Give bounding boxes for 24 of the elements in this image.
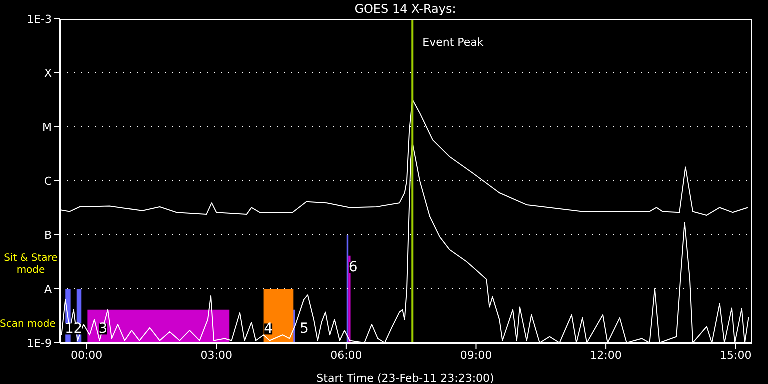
y-tick-label: 1E-9	[27, 336, 52, 350]
chart-title: GOES 14 X-Rays:	[354, 2, 458, 16]
x-tick-label: 06:00	[330, 348, 362, 362]
text: Sit & Stare mode	[3, 252, 59, 278]
annotation: 2	[74, 321, 83, 338]
text: Scan mode	[0, 319, 56, 330]
y-tick-label: B	[44, 228, 52, 242]
y-tick-label: X	[44, 66, 52, 80]
ref-line-label: Event Peak	[422, 36, 484, 49]
x-tick-label: 15:00	[720, 348, 752, 362]
x-tick-label: 00:00	[70, 348, 103, 362]
x-tick-label: 12:00	[590, 348, 622, 362]
x-axis-title: Start Time (23-Feb-11 23:23:00)	[316, 372, 494, 384]
y-tick-label: A	[44, 282, 52, 296]
annotation: 4	[264, 321, 274, 338]
annotation: 1	[65, 321, 74, 338]
y-tick-label: C	[44, 174, 52, 188]
annotation: 5	[300, 321, 309, 338]
annotation: 6	[348, 260, 358, 276]
x-tick-label: 09:00	[460, 348, 492, 362]
y-tick-label: M	[42, 120, 52, 134]
y-tick-label: 1E-3	[27, 12, 52, 26]
annotation: 3	[98, 321, 108, 338]
x-tick-label: 03:00	[200, 348, 232, 362]
